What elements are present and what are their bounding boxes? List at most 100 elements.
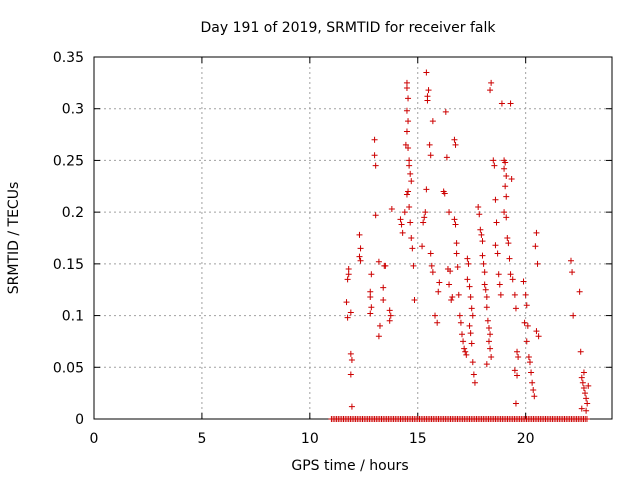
data-point [455, 291, 462, 298]
data-point [372, 162, 379, 169]
data-point [479, 252, 486, 259]
data-point [496, 281, 503, 288]
data-point [399, 229, 406, 236]
data-point [347, 371, 354, 378]
data-point [570, 312, 577, 319]
data-point [491, 162, 498, 169]
data-point [428, 262, 435, 269]
data-point [376, 322, 383, 329]
data-point [447, 268, 454, 275]
data-point [492, 196, 499, 203]
data-point [576, 288, 583, 295]
data-point [468, 340, 475, 347]
data-point [453, 240, 460, 247]
data-point [343, 299, 350, 306]
data-point [468, 305, 475, 312]
data-point [583, 416, 590, 422]
data-point [511, 367, 518, 374]
data-point [481, 281, 488, 288]
data-point [567, 257, 574, 264]
data-point [367, 288, 374, 295]
data-point [403, 191, 410, 198]
data-point [410, 262, 417, 269]
data-point [419, 243, 426, 250]
data-point [512, 305, 519, 312]
data-point [411, 297, 418, 304]
data-point [347, 309, 354, 316]
data-point [508, 176, 515, 183]
data-point [479, 238, 486, 245]
data-point [367, 310, 374, 317]
data-point [502, 183, 509, 190]
data-point [482, 286, 489, 293]
data-point [375, 333, 382, 340]
y-tick-label: 0.35 [53, 50, 84, 66]
y-tick-label: 0.2 [62, 205, 84, 221]
data-point [520, 278, 527, 285]
data-point [498, 100, 505, 107]
data-point [402, 141, 409, 148]
data-point [525, 353, 532, 360]
plot-frame [93, 56, 613, 420]
data-point [583, 407, 590, 414]
data-point [532, 243, 539, 250]
data-point [403, 107, 410, 114]
data-point [464, 276, 471, 283]
data-point [503, 193, 510, 200]
data-point [476, 211, 483, 218]
data-point [424, 93, 431, 100]
data-point [452, 221, 459, 228]
data-point [466, 322, 473, 329]
data-point [441, 190, 448, 197]
data-point [580, 384, 587, 391]
data-point [372, 212, 379, 219]
data-point [345, 266, 352, 273]
data-point [526, 359, 533, 366]
data-point [521, 319, 528, 326]
data-point [386, 307, 393, 314]
data-point [584, 400, 591, 407]
data-point [408, 178, 415, 185]
data-point [531, 393, 538, 400]
y-tick-label: 0.3 [62, 102, 84, 118]
y-tick-labels: 0 0.05 0.1 0.15 0.2 0.25 0.3 0.35 [53, 50, 84, 428]
data-point [524, 322, 531, 329]
data-point [409, 245, 416, 252]
data-point [405, 118, 412, 125]
data-point [515, 353, 522, 360]
data-point [421, 214, 428, 221]
data-point [453, 250, 460, 257]
data-point [505, 240, 512, 247]
y-axis-label: SRMTID / TECUs [6, 182, 22, 295]
data-point [528, 369, 535, 376]
data-point [461, 345, 468, 352]
data-point [507, 271, 514, 278]
data-point [583, 395, 590, 402]
data-point [493, 219, 500, 226]
data-point [503, 172, 510, 179]
data-point [448, 297, 455, 304]
data-point [426, 141, 433, 148]
data-point [420, 219, 427, 226]
data-point [511, 291, 518, 298]
data-point [407, 170, 414, 177]
data-point [422, 209, 429, 216]
data-points [328, 69, 592, 422]
x-tick-label: 10 [301, 431, 319, 447]
data-point [425, 87, 432, 94]
data-point [467, 330, 474, 337]
data-point [509, 276, 516, 283]
data-point [462, 348, 469, 355]
data-point [578, 405, 585, 412]
data-point [534, 260, 541, 267]
data-point [388, 206, 395, 213]
y-tick-label: 0.15 [53, 257, 84, 273]
data-point [367, 293, 374, 300]
data-point [529, 379, 536, 386]
data-point [387, 312, 394, 319]
x-tick-label: 20 [517, 431, 535, 447]
data-point [405, 188, 412, 195]
data-point [580, 369, 587, 376]
data-point [483, 293, 490, 300]
data-point [382, 262, 389, 269]
